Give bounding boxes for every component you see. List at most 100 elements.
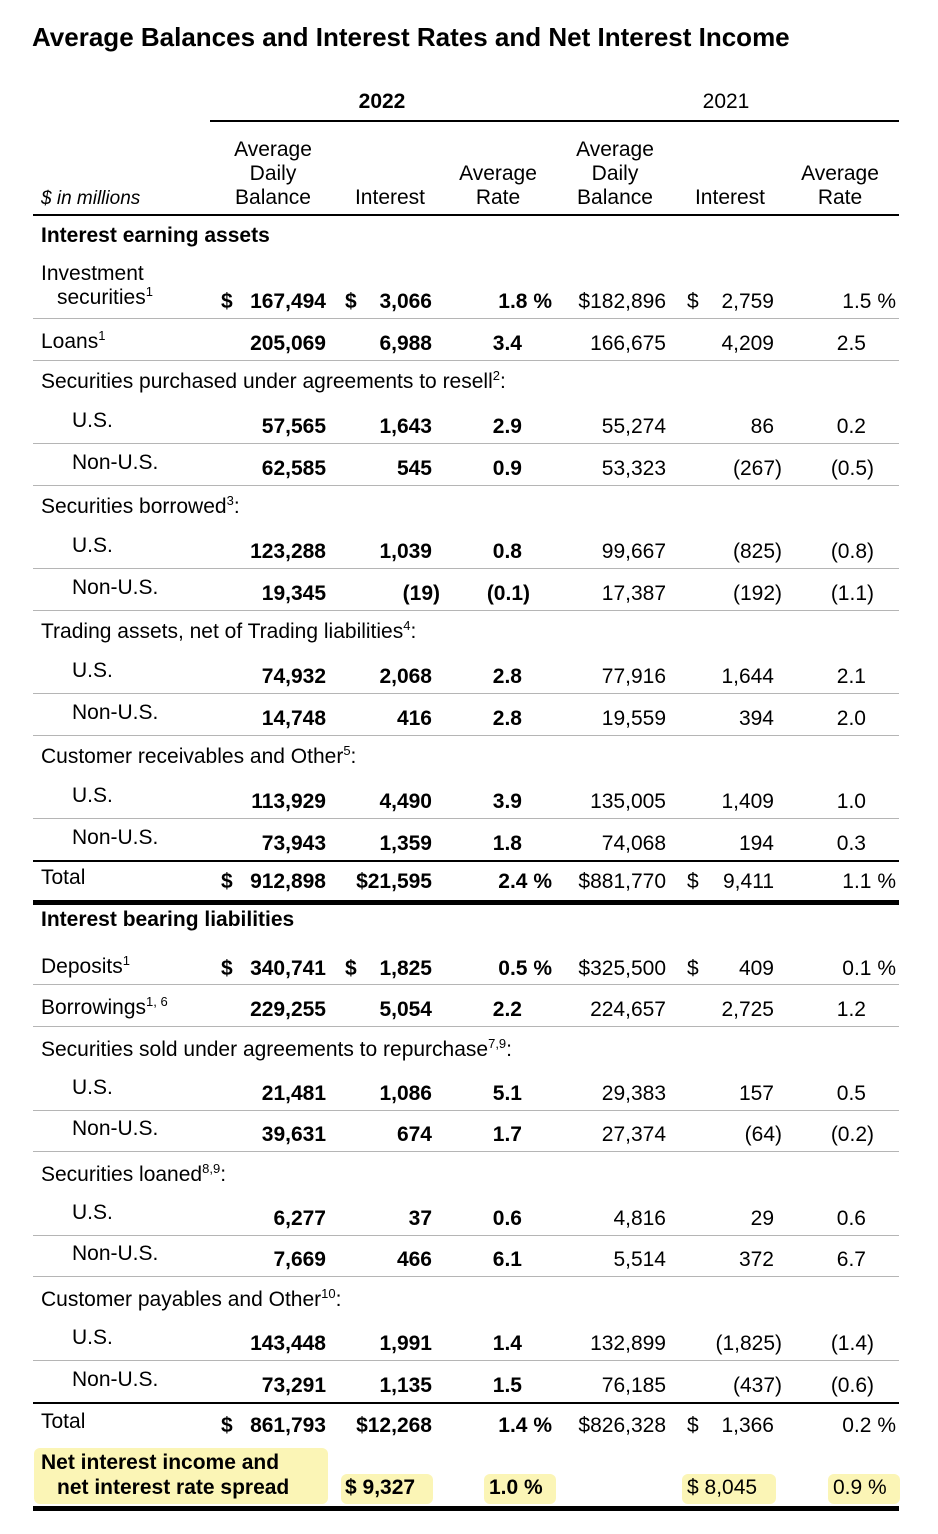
row-divider xyxy=(33,984,899,985)
cell-rate21: 0.5 xyxy=(836,1082,866,1105)
cell-bal22: 143,448 xyxy=(250,1332,326,1355)
cell-bal22: 19,345 xyxy=(261,582,326,605)
total-rule xyxy=(33,1402,899,1404)
cell-rate21: 1.0 xyxy=(836,790,866,813)
cell-bal21: 29,383 xyxy=(601,1082,666,1105)
cell-int22: $12,268 xyxy=(356,1414,432,1437)
cell-bal22: 39,631 xyxy=(261,1123,326,1146)
cell-rate21: (1.4) xyxy=(830,1332,874,1355)
cell-bal22: $861,793 xyxy=(221,1414,326,1437)
group-heading: Trading assets, net of Trading liabiliti… xyxy=(41,618,417,643)
header-avg-balance-2022: Average Daily Balance xyxy=(234,138,312,209)
row-label: U.S. xyxy=(72,1326,113,1349)
row-label: Borrowings1, 6 xyxy=(41,994,168,1019)
net-interest-2022: $ 9,327 xyxy=(345,1476,416,1499)
row-label: U.S. xyxy=(72,534,113,557)
cell-int21: 4,209 xyxy=(721,332,774,355)
cell-int21: (192) xyxy=(732,582,782,605)
cell-bal21: 19,559 xyxy=(601,707,666,730)
cell-rate21: (0.8) xyxy=(830,540,874,563)
row-label: Non-U.S. xyxy=(72,1117,159,1140)
cell-bal22: 21,481 xyxy=(261,1082,326,1105)
header-rule xyxy=(33,214,899,216)
row-label: Investment securities1 xyxy=(41,262,153,309)
page-title: Average Balances and Interest Rates and … xyxy=(32,22,790,52)
group-heading: Customer payables and Other10: xyxy=(41,1286,342,1311)
header-avg-balance-2021: Average Daily Balance xyxy=(576,138,654,209)
net-interest-2021: $ 8,045 xyxy=(687,1476,758,1499)
cell-rate21: 0.6 xyxy=(836,1207,866,1230)
cell-rate21: (0.2) xyxy=(830,1123,874,1146)
cell-rate22: 0.5 % xyxy=(498,957,552,980)
row-label: Non-U.S. xyxy=(72,1368,159,1391)
row-label: Deposits1 xyxy=(41,953,130,978)
net-spread-2021: 0.9 % xyxy=(833,1476,887,1499)
cell-rate21: 0.1 % xyxy=(842,957,896,980)
cell-int22: 37 xyxy=(408,1207,432,1230)
cell-rate21: (1.1) xyxy=(830,582,874,605)
row-label: U.S. xyxy=(72,1201,113,1224)
cell-int22: 2,068 xyxy=(379,665,432,688)
cell-rate22: 1.4 % xyxy=(498,1414,552,1437)
cell-bal21: $881,770 xyxy=(578,870,666,893)
cell-rate22: 1.8 % xyxy=(498,290,552,313)
header-avg-rate-2021: Average Rate xyxy=(801,162,879,209)
cell-rate21: 2.1 xyxy=(836,665,866,688)
row-divider xyxy=(33,735,899,736)
net-interest-label-line1: Net interest income and xyxy=(41,1451,280,1474)
section-interest-bearing-liabilities: Interest bearing liabilities xyxy=(41,908,295,931)
cell-rate22: 0.9 xyxy=(492,457,522,480)
cell-bal22: 57,565 xyxy=(261,415,326,438)
row-divider xyxy=(33,1151,899,1152)
cell-rate22: 2.9 xyxy=(492,415,522,438)
cell-int21: (1,825) xyxy=(715,1332,782,1355)
cell-bal21: 77,916 xyxy=(601,665,666,688)
cell-int21: 2,725 xyxy=(721,998,774,1021)
cell-int22: 6,988 xyxy=(379,332,432,355)
highlight-net-label xyxy=(34,1448,328,1504)
cell-rate22: 3.9 xyxy=(492,790,522,813)
cell-rate21: 2.0 xyxy=(836,707,866,730)
cell-bal21: 53,323 xyxy=(601,457,666,480)
cell-bal21: 17,387 xyxy=(601,582,666,605)
cell-bal21: 166,675 xyxy=(590,332,666,355)
row-label: Loans1 xyxy=(41,328,106,353)
row-label: Non-U.S. xyxy=(72,826,159,849)
cell-bal22: 205,069 xyxy=(250,332,326,355)
cell-int22: $21,595 xyxy=(356,870,432,893)
cell-int21: 86 xyxy=(750,415,774,438)
cell-int22: 1,991 xyxy=(379,1332,432,1355)
row-divider xyxy=(33,693,899,694)
cell-int22: 1,643 xyxy=(379,415,432,438)
row-divider xyxy=(33,1026,899,1027)
cell-rate22: 1.5 xyxy=(492,1374,522,1397)
cell-bal21: 5,514 xyxy=(613,1248,666,1271)
cell-rate22: 6.1 xyxy=(492,1248,522,1271)
cell-int22: 416 xyxy=(396,707,432,730)
highlight-spread-2022 xyxy=(484,1474,556,1504)
cell-bal22: $912,898 xyxy=(221,870,326,893)
cell-rate22: 2.2 xyxy=(492,998,522,1021)
row-divider xyxy=(33,1110,899,1111)
cell-int21: 1,409 xyxy=(721,790,774,813)
cell-int21: $9,411 xyxy=(687,870,774,893)
cell-rate21: (0.5) xyxy=(830,457,874,480)
cell-rate21: 2.5 xyxy=(836,332,866,355)
cell-int21: (267) xyxy=(732,457,782,480)
cell-rate21: (0.6) xyxy=(830,1374,874,1397)
row-label: U.S. xyxy=(72,784,113,807)
group-heading: Securities purchased under agreements to… xyxy=(41,368,506,393)
cell-bal22: 229,255 xyxy=(250,998,326,1021)
cell-bal21: 132,899 xyxy=(590,1332,666,1355)
row-label: Total xyxy=(41,866,86,889)
cell-int22: 1,039 xyxy=(379,540,432,563)
cell-int22: 5,054 xyxy=(379,998,432,1021)
cell-int22: 1,359 xyxy=(379,832,432,855)
cell-rate22: 1.4 xyxy=(492,1332,522,1355)
cell-int22: 674 xyxy=(396,1123,432,1146)
cell-rate22: 0.6 xyxy=(492,1207,522,1230)
group-heading: Securities loaned8,9: xyxy=(41,1161,227,1186)
row-divider xyxy=(33,818,899,819)
group-heading: Securities sold under agreements to repu… xyxy=(41,1036,513,1061)
cell-bal22: 113,929 xyxy=(251,790,326,813)
